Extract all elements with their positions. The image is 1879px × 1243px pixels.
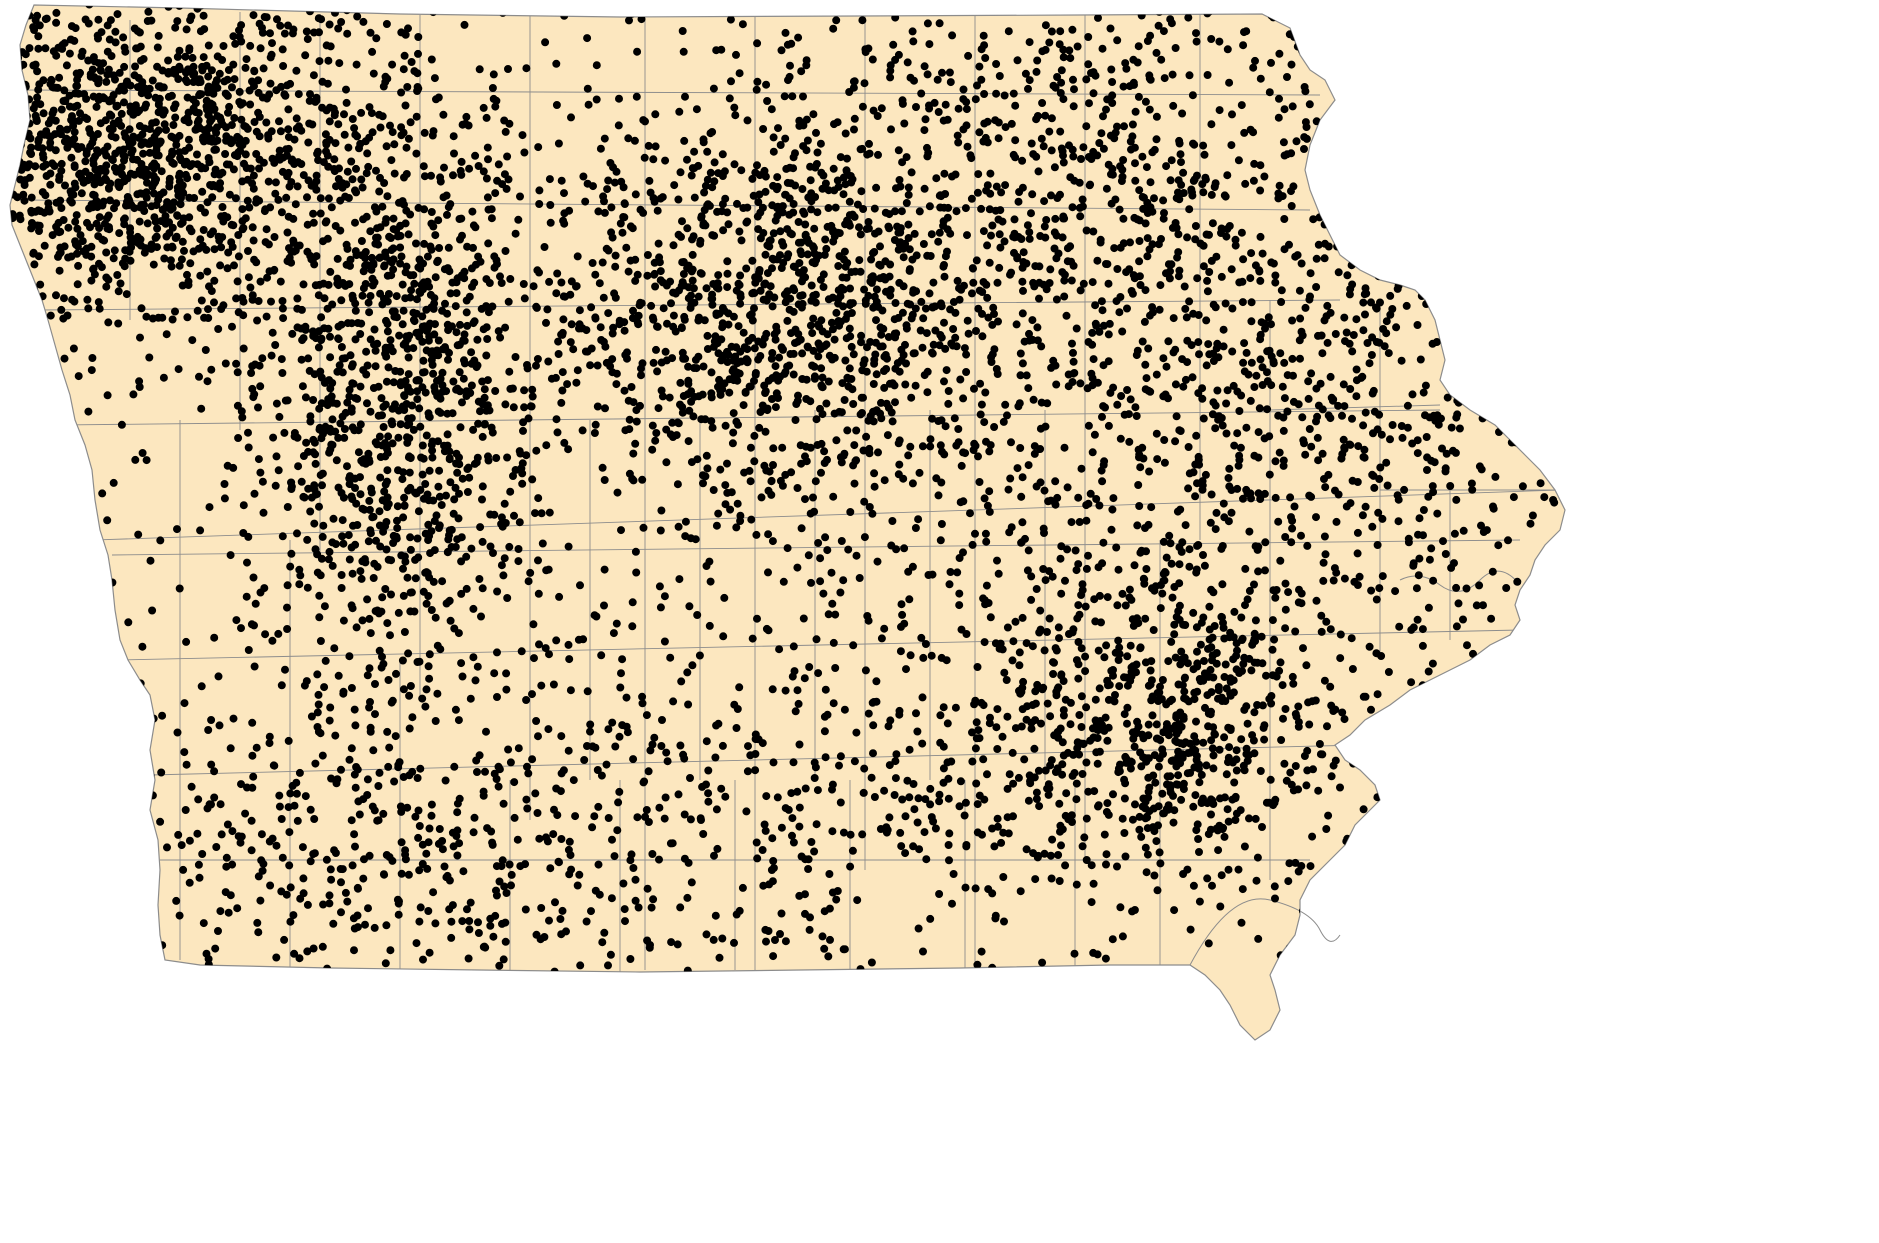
county-border-line xyxy=(94,489,1561,541)
river-border-south xyxy=(1189,898,1341,966)
point-marker xyxy=(10,5,1565,1040)
county-border-line xyxy=(119,629,1521,661)
point-markers xyxy=(10,5,1565,1040)
county-border-line xyxy=(111,539,1521,556)
